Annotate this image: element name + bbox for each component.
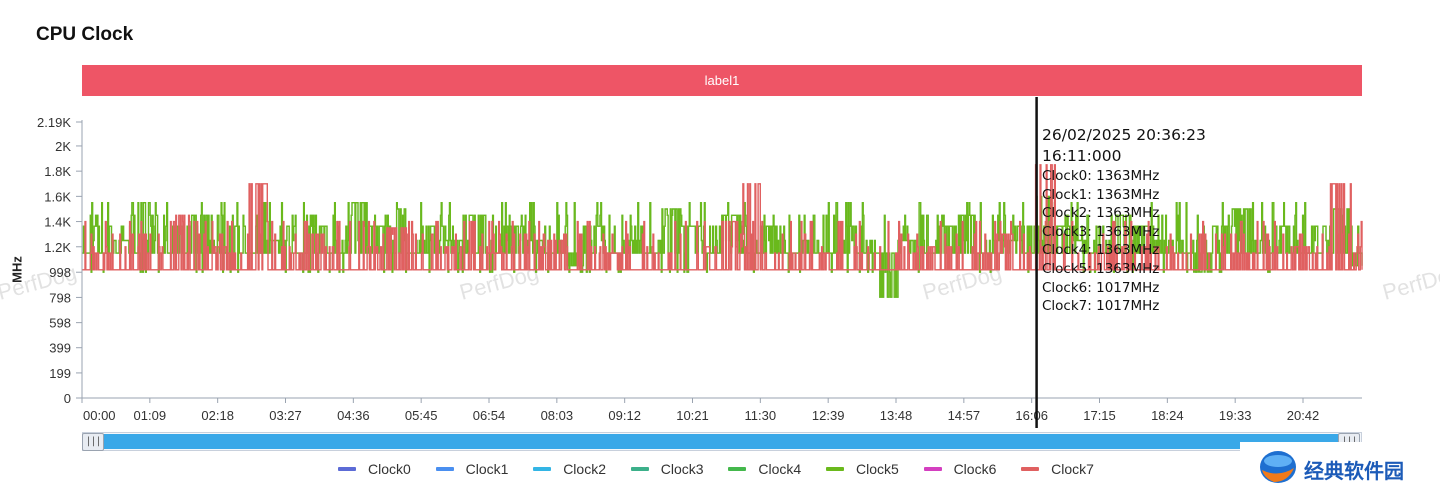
y-tick-label: 199 xyxy=(49,366,71,381)
x-tick-label: 01:09 xyxy=(134,408,167,423)
brand-logo-icon xyxy=(1260,451,1296,483)
y-tick-label: 1.6K xyxy=(44,189,71,204)
legend-item-clock4[interactable]: Clock4 xyxy=(728,461,826,477)
y-tick-label: 1.4K xyxy=(44,215,71,230)
legend-label: Clock7 xyxy=(1051,461,1094,477)
y-tick-label: 0 xyxy=(64,391,71,406)
legend-label: Clock5 xyxy=(855,461,899,477)
tooltip-line: Clock0: 1363MHz xyxy=(1042,168,1160,184)
legend-item-clock7[interactable]: Clock7 xyxy=(1021,461,1119,477)
tooltip-line: Clock1: 1363MHz xyxy=(1042,186,1160,203)
x-tick-label: 04:36 xyxy=(337,408,370,423)
x-tick-label: 17:15 xyxy=(1083,408,1116,423)
x-tick-label: 16:06 xyxy=(1015,408,1048,423)
legend-swatch xyxy=(533,467,552,471)
tooltip-line: Clock5: 1363MHz xyxy=(1042,260,1160,277)
y-tick-label: 598 xyxy=(49,316,71,331)
watermark: PerfDog xyxy=(1380,260,1440,305)
y-tick-label: 399 xyxy=(49,341,71,356)
legend-swatch xyxy=(630,467,649,471)
brand-text: 经典软件园 xyxy=(1304,459,1404,483)
x-tick-label: 11:30 xyxy=(745,408,777,423)
legend-swatch xyxy=(825,467,844,471)
x-tick-label: 18:24 xyxy=(1151,408,1184,423)
x-tick-label: 09:12 xyxy=(608,408,641,423)
legend-label: Clock4 xyxy=(758,461,802,477)
legend-label: Clock0 xyxy=(368,461,411,477)
y-tick-label: 1.2K xyxy=(44,240,71,255)
y-tick-label: 1.8K xyxy=(44,164,71,179)
x-tick-label: 20:42 xyxy=(1287,408,1320,423)
x-tick-label: 03:27 xyxy=(269,408,302,423)
legend-swatch xyxy=(1021,467,1040,471)
legend-label: Clock3 xyxy=(660,461,704,477)
zoom-slider-left-handle[interactable]: ||| xyxy=(82,433,104,451)
chart-title: CPU Clock xyxy=(36,24,134,45)
legend-label: Clock1 xyxy=(465,461,509,477)
legend-item-clock2[interactable]: Clock2 xyxy=(533,461,631,477)
x-tick-label: 05:45 xyxy=(405,408,438,423)
legend-item-clock0[interactable]: Clock0 xyxy=(338,461,436,477)
legend-label: Clock2 xyxy=(563,461,606,477)
x-tick-label: 06:54 xyxy=(473,408,506,423)
tooltip-line: Clock6: 1017MHz xyxy=(1042,279,1160,296)
y-tick-label: 2.19K xyxy=(37,115,71,130)
tooltip: 26/02/2025 20:36:23 16:11:000 Clock0: 13… xyxy=(1042,125,1206,316)
legend-item-clock5[interactable]: Clock5 xyxy=(825,461,924,477)
tooltip-line: Clock4: 1363MHz xyxy=(1042,242,1160,259)
x-tick-label: 14:57 xyxy=(948,408,981,423)
legend-label: Clock6 xyxy=(953,461,997,477)
tooltip-line: Clock3: 1363MHz xyxy=(1042,223,1160,240)
legend-swatch xyxy=(435,467,454,471)
legend-swatch xyxy=(338,467,356,471)
label-band[interactable]: label1 xyxy=(82,65,1362,96)
tooltip-datetime: 26/02/2025 20:36:23 xyxy=(1042,126,1206,144)
legend-item-clock1[interactable]: Clock1 xyxy=(435,461,534,477)
x-tick-label: 00:00 xyxy=(83,408,116,423)
y-tick-label: 2K xyxy=(55,139,71,154)
legend-item-clock6[interactable]: Clock6 xyxy=(923,461,1022,477)
zoom-slider-range[interactable] xyxy=(94,434,1348,449)
x-tick-label: 19:33 xyxy=(1219,408,1252,423)
x-tick-label: 13:48 xyxy=(880,408,913,423)
legend-swatch xyxy=(923,467,942,471)
x-tick-label: 12:39 xyxy=(812,408,845,423)
y-tick-label: 998 xyxy=(49,265,71,280)
cpu-clock-chart[interactable]: PerfDog PerfDog PerfDog PerfDog 01993995987… xyxy=(0,0,1440,430)
x-tick-label: 08:03 xyxy=(541,408,574,423)
tooltip-line: Clock2: 1363MHz xyxy=(1042,205,1160,222)
tooltip-time: 16:11:000 xyxy=(1042,147,1122,165)
x-tick-label: 10:21 xyxy=(676,408,709,423)
series-line-clock7 xyxy=(82,164,1363,271)
legend-item-clock3[interactable]: Clock3 xyxy=(630,461,729,477)
legend: Clock0 Clock1 Clock2 Clock3 Clock4 Clock… xyxy=(338,461,1119,477)
x-tick-label: 02:18 xyxy=(201,408,234,423)
y-tick-label: 798 xyxy=(49,290,71,305)
tooltip-line: Clock7: 1017MHz xyxy=(1042,298,1160,315)
legend-swatch xyxy=(728,467,747,471)
